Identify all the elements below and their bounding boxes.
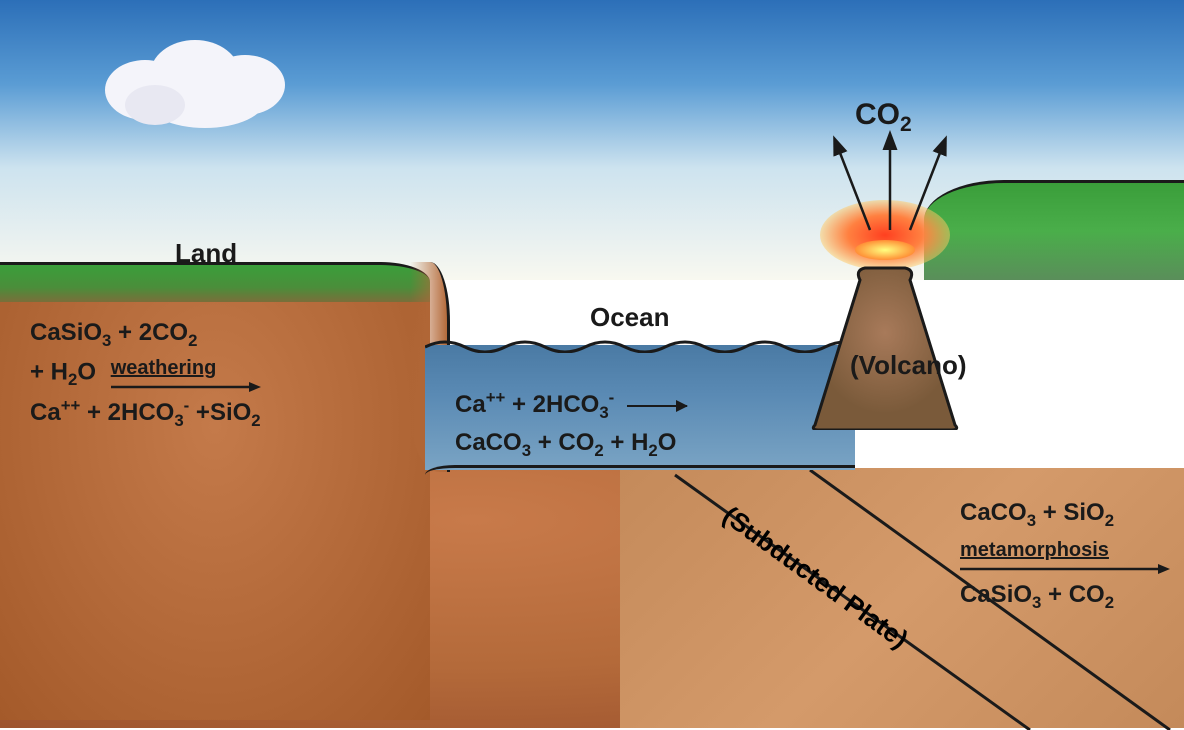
carbon-cycle-diagram: Land Ocean (Volcano) CO2 (Subducted Plat… bbox=[0, 0, 1184, 719]
ocean-floor-line bbox=[425, 465, 855, 475]
weathering-arrow-label: weathering bbox=[111, 353, 261, 383]
co2-label: CO2 bbox=[855, 98, 912, 137]
ocean-reaction: Ca++ + 2HCO3- CaCO3 + CO2 + H2O bbox=[455, 385, 687, 463]
land-label: Land bbox=[175, 238, 237, 269]
volcano-crater bbox=[855, 240, 915, 260]
right-hillside bbox=[924, 180, 1184, 280]
ocean-label: Ocean bbox=[590, 302, 670, 333]
metamorphosis-reaction: CaCO3 + SiO2 metamorphosis CaSiO3 + CO2 bbox=[960, 495, 1170, 615]
volcano-cone bbox=[810, 260, 960, 430]
cloud-icon bbox=[95, 30, 305, 130]
ocean-surface-waves bbox=[425, 335, 855, 353]
volcano bbox=[810, 230, 960, 430]
volcano-label: (Volcano) bbox=[850, 350, 967, 381]
metamorphosis-arrow-label: metamorphosis bbox=[960, 535, 1170, 565]
weathering-reaction: CaSiO3 + 2CO2 + H2O weathering Ca++ + 2H… bbox=[30, 315, 261, 433]
